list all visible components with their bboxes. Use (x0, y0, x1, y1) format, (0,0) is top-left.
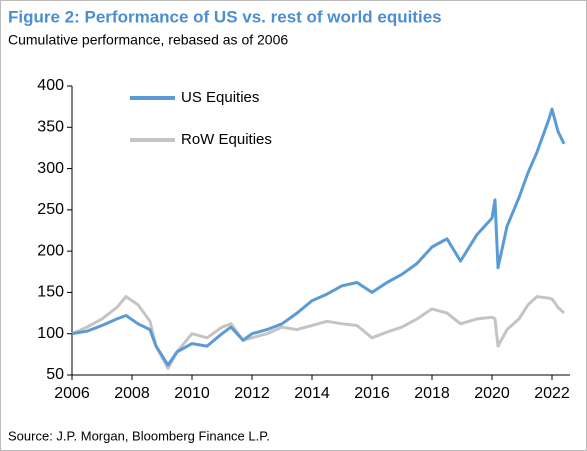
x-tick-label: 2012 (234, 385, 270, 402)
source: Source: J.P. Morgan, Bloomberg Finance L… (8, 428, 270, 443)
x-tick-label: 2014 (294, 385, 330, 402)
chart-subtitle: Cumulative performance, rebased as of 20… (8, 32, 288, 48)
y-tick-label: 350 (37, 119, 64, 136)
legend-label: RoW Equities (181, 131, 272, 148)
y-tick-label: 400 (37, 77, 64, 94)
y-tick-label: 50 (46, 366, 64, 383)
x-tick-label: 2010 (174, 385, 210, 402)
x-tick-label: 2008 (114, 385, 150, 402)
legend-label: US Equities (181, 89, 259, 106)
x-tick-label: 2016 (354, 385, 390, 402)
chart-title: Figure 2: Performance of US vs. rest of … (8, 7, 442, 26)
y-tick-label: 300 (37, 160, 64, 177)
y-tick-label: 150 (37, 284, 64, 301)
x-tick-label: 2020 (474, 385, 510, 402)
x-tick-label: 2018 (414, 385, 450, 402)
y-tick-label: 250 (37, 201, 64, 218)
y-tick-label: 200 (37, 242, 64, 259)
x-tick-label: 2006 (54, 385, 90, 402)
series-line (71, 107, 566, 367)
y-tick-label: 100 (37, 325, 64, 342)
x-tick-label: 2022 (534, 385, 570, 402)
